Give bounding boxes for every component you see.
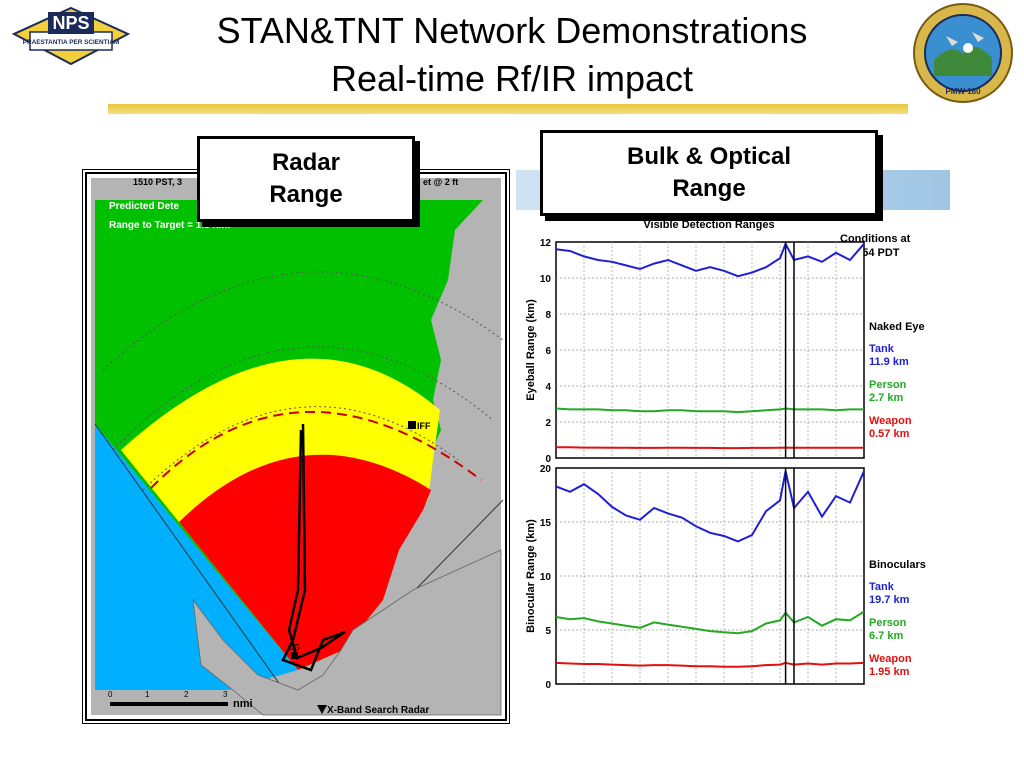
radar-info-line2: Range to Target = 1.5 nmi <box>109 220 230 231</box>
radar-label-line2: Range <box>269 181 343 208</box>
legend-entry-value: 19.7 km <box>869 594 910 606</box>
radar-iff-label: IFF <box>417 421 431 431</box>
y-tick-label: 0 <box>545 680 551 690</box>
legend-entry-name: Weapon <box>869 415 912 427</box>
y-tick-label: 20 <box>540 464 552 475</box>
legend-entry-value: 1.95 km <box>869 666 910 678</box>
radar-detection-arc <box>150 410 482 489</box>
radar-scale-unit: nmi <box>233 698 253 710</box>
legend-entry-value: 2.7 km <box>869 392 903 404</box>
bulk-label-line1: Bulk & Optical <box>626 143 792 170</box>
y-tick-label: 12 <box>540 238 552 249</box>
radar-position-marker <box>317 705 327 714</box>
y-tick-label: 2 <box>545 418 551 429</box>
series-line-person <box>555 610 865 635</box>
eyeball-range-plot: 0 2 4 6 8 10 12 Eyeball Range (km) Naked Eye Tank… <box>525 238 925 465</box>
nps-logo-text: NPS <box>52 13 89 33</box>
nps-logo-graphic: NPS PRAESTANTIA PER SCIENTIAM <box>11 6 131 66</box>
legend-entry-value: 11.9 km <box>869 356 909 368</box>
y-tick-label: 8 <box>545 310 551 321</box>
legend-entry-name: Weapon <box>869 653 912 665</box>
radar-scale-tick: 1 <box>145 690 150 699</box>
radar-header-right: et @ 2 ft <box>423 177 458 187</box>
radar-label-line1: Radar <box>271 149 340 176</box>
radar-scale-tick: 3 <box>223 690 228 699</box>
legend-entry-name: Person <box>869 379 907 391</box>
nps-logo: NPS PRAESTANTIA PER SCIENTIAM <box>8 6 134 72</box>
y-axis-label: Eyeball Range (km) <box>525 299 537 401</box>
radar-map: IFF CG 1510 PST, 3 et @ 2 ft Predicted D… <box>85 172 507 721</box>
y-tick-label: 15 <box>540 518 552 529</box>
legend-entry-value: 0.57 km <box>869 428 910 440</box>
y-tick-label: 4 <box>545 382 551 393</box>
pmw-seal-text: PMW 180 <box>945 87 981 96</box>
y-tick-label: 0 <box>545 454 551 465</box>
radar-range-label: Radar Range <box>197 136 415 222</box>
detection-range-charts: Visible Detection Ranges Conditions at 1… <box>516 210 950 690</box>
legend-heading: Naked Eye <box>869 321 925 333</box>
nps-logo-motto: PRAESTANTIA PER SCIENTIAM <box>23 39 120 46</box>
series-line-weapon <box>555 661 865 668</box>
chart-title: Visible Detection Ranges <box>643 219 774 231</box>
title-underline <box>108 104 908 114</box>
y-tick-label: 10 <box>540 274 552 285</box>
radar-name: X-Band Search Radar <box>327 705 429 716</box>
legend-heading: Binoculars <box>869 559 926 571</box>
bulk-label-line2: Range <box>672 175 746 202</box>
radar-range-panel: IFF CG 1510 PST, 3 et @ 2 ft Predicted D… <box>82 169 510 724</box>
slide-title-line1: STAN&TNT Network Demonstrations <box>216 10 808 51</box>
series-line-tank <box>555 241 865 278</box>
legend-entry-name: Person <box>869 617 907 629</box>
radar-land-south <box>192 549 502 716</box>
legend-entry-value: 6.7 km <box>869 630 903 642</box>
slide-title-line2: Real-time Rf/IR impact <box>330 58 694 99</box>
radar-target-track <box>281 423 346 672</box>
pmw-seal-graphic: PMW 180 <box>913 3 1013 103</box>
series-line-person <box>555 407 864 414</box>
radar-scale-tick: 2 <box>184 690 189 699</box>
y-tick-label: 6 <box>545 346 551 357</box>
radar-sea <box>95 424 298 690</box>
series-line-tank <box>555 470 865 543</box>
radar-scale-tick: 0 <box>108 690 113 699</box>
series-line-weapon <box>556 446 864 450</box>
pmw-seal: PMW 180 <box>912 2 1014 104</box>
legend-entry-name: Tank <box>869 343 895 355</box>
radar-scale-bar: 0 1 2 3 nmi <box>108 690 253 710</box>
y-axis-label: Binocular Range (km) <box>525 519 537 633</box>
bulk-optical-range-label: Bulk & Optical Range <box>540 130 878 216</box>
visible-detection-panel: Visible Detection Ranges Conditions at 1… <box>516 170 950 690</box>
radar-header-left: 1510 PST, 3 <box>133 177 182 187</box>
radar-range-rings <box>102 271 504 491</box>
legend-entry-name: Tank <box>869 581 895 593</box>
y-tick-label: 5 <box>545 626 551 637</box>
radar-info-line1: Predicted Dete <box>109 201 179 212</box>
radar-cg-label: CG <box>288 643 300 652</box>
y-tick-label: 10 <box>540 572 552 583</box>
